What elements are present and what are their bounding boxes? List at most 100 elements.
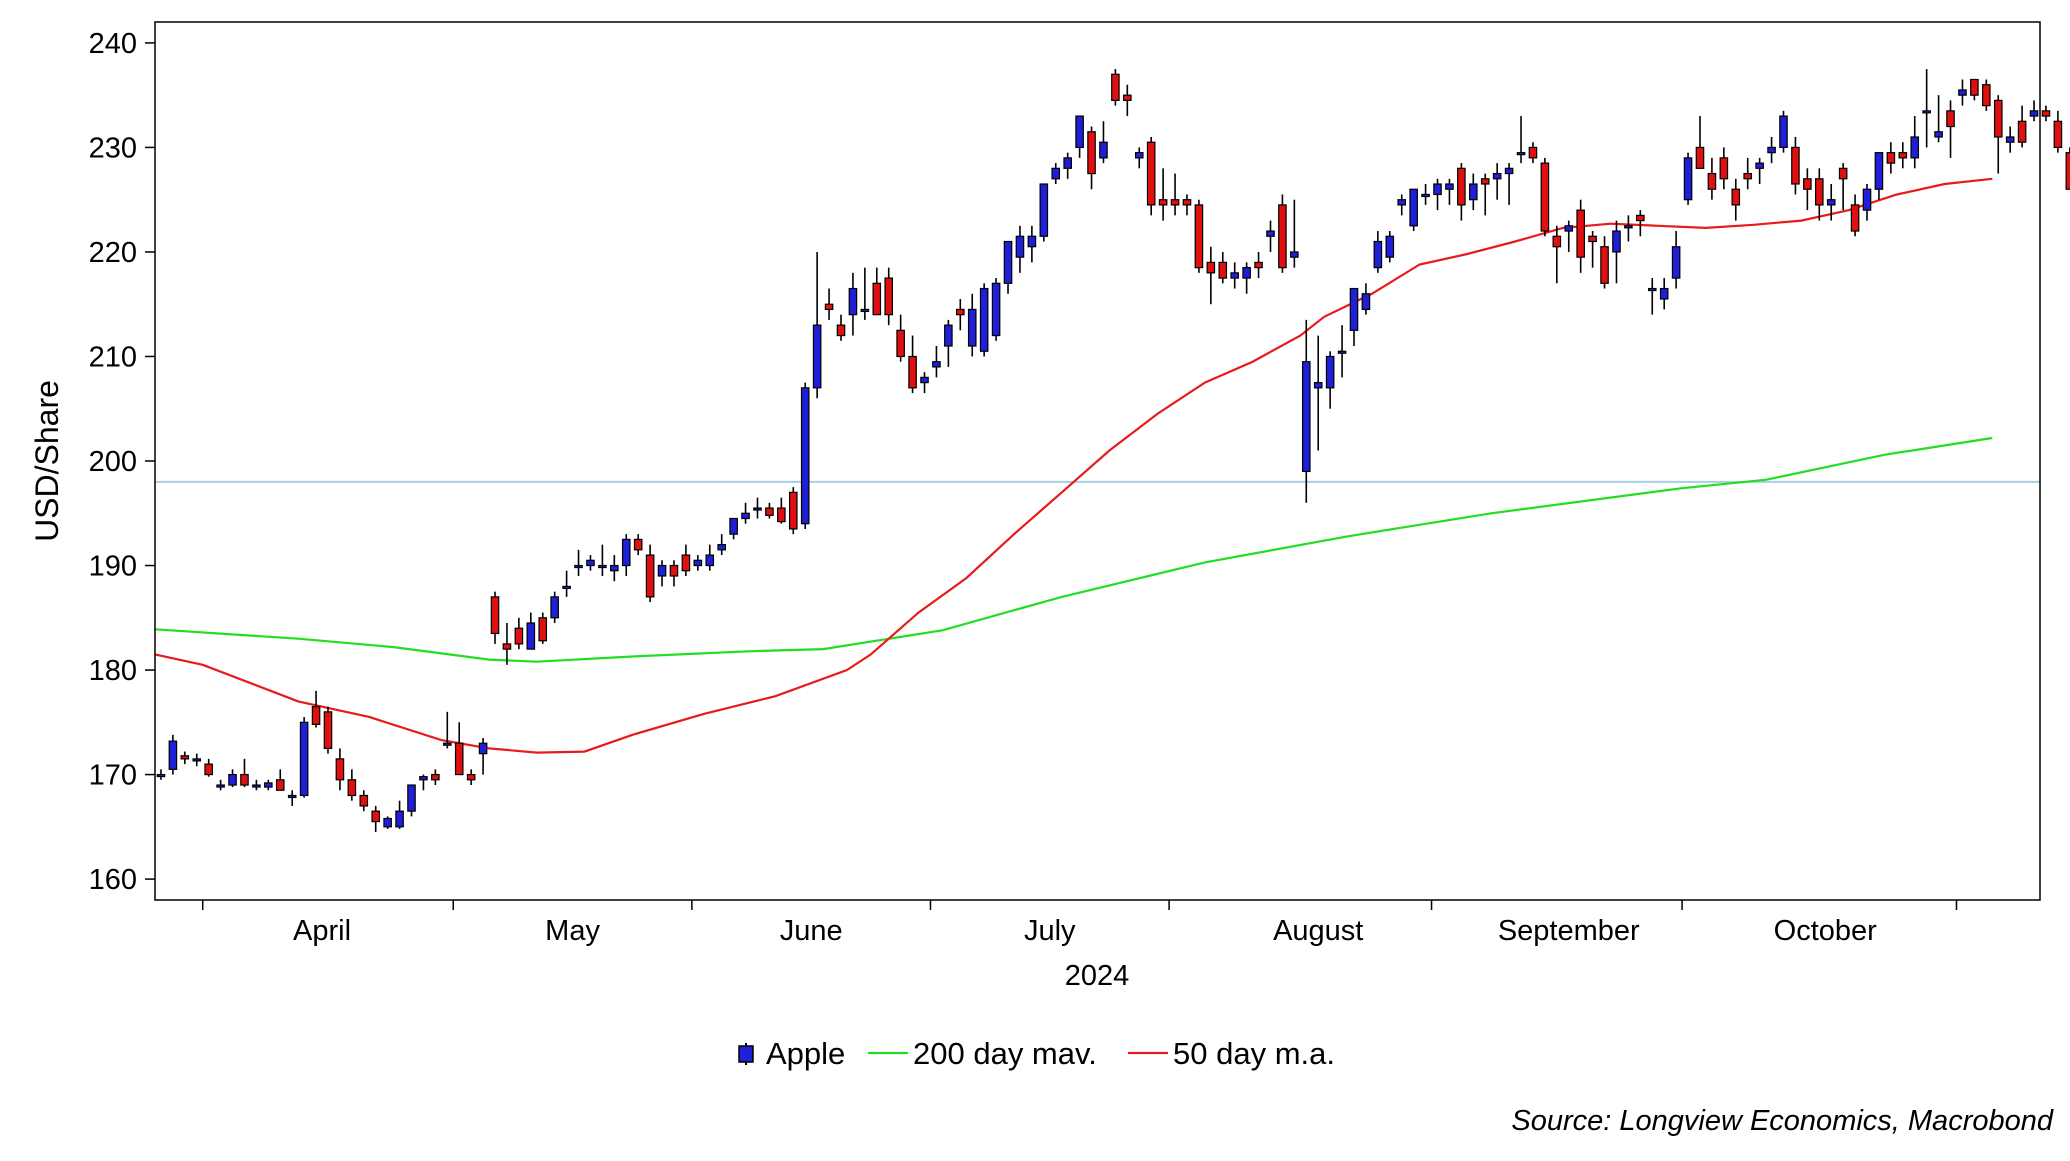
candle-body [1636,214,1645,222]
candle-body [1146,141,1156,206]
y-tick-label: 240 [89,28,137,60]
candle [1600,236,1609,289]
candle [1826,184,1836,221]
candle-body [1659,287,1669,300]
candle-body [1862,188,1872,211]
candle-body [1230,272,1239,279]
candle [2065,147,2070,190]
candle-body [860,308,870,313]
candle-body [1826,199,1836,206]
candle-body [1075,115,1084,149]
candle [1457,163,1466,221]
candle [502,623,512,665]
candle [765,502,774,519]
candle [729,517,738,540]
candle-body [1982,84,1991,107]
candle-body [753,507,762,511]
candle [1063,152,1072,179]
candle-body [1922,110,1931,114]
candle [1970,78,1979,101]
candle-body [1373,240,1383,269]
candle [156,769,166,780]
candle-body [1218,261,1228,279]
candle [395,800,404,829]
candle [824,288,834,320]
candle [383,816,392,829]
candle-body [1814,178,1824,206]
candle [693,555,703,571]
candle-body [1278,204,1287,269]
candle-body [168,740,178,770]
y-axis: 160 170 180 190 200 210 220 230 240 [89,28,155,896]
candle [956,298,965,331]
candle [1528,142,1538,164]
candle-body [1325,355,1335,389]
candle-body [2065,152,2070,190]
candle [598,544,607,576]
candle [884,267,894,326]
candle [753,497,762,519]
candle-body [1779,115,1788,149]
candle-body [2017,120,2027,143]
candle [1695,116,1705,169]
candle-body [538,617,548,642]
candle [1791,136,1800,195]
candle [1934,95,1943,143]
candle [1731,178,1741,221]
candle [1158,168,1168,221]
y-axis-title: USD/Share [29,380,65,542]
candle [1647,278,1657,315]
candle [1266,220,1275,252]
candle-body [240,773,249,786]
candle [848,272,858,336]
candle [1445,178,1454,205]
candle [359,790,369,812]
candle [1146,136,1156,216]
candle-body [1134,152,1144,159]
candle-body [944,324,953,347]
y-tick-label: 170 [89,760,137,792]
candle-body [1290,251,1299,258]
candle [1242,262,1251,294]
candle [1075,115,1084,158]
candle-body [1445,183,1454,190]
candle [550,591,559,624]
candle [2005,126,2015,153]
candle-body [419,776,428,781]
candle [812,251,822,399]
candle [1409,188,1418,232]
candle-body [1349,287,1359,331]
candle-body [1254,261,1263,269]
legend-candle-icon [738,1045,754,1063]
candle [1588,231,1597,268]
candle [1313,335,1323,451]
candle [1767,136,1776,164]
candle [252,779,261,791]
candle [1003,240,1013,294]
candle-body [1516,152,1526,156]
candle-body [1039,183,1049,237]
candle [944,319,953,367]
candle-body [323,711,333,750]
candle [1946,100,1955,158]
candle-body [216,784,225,788]
candle-body [705,554,715,567]
candle-body [1588,235,1597,243]
candle [1111,69,1120,106]
candle [1552,225,1562,284]
source-note: Source: Longview Economics, Macrobond [1511,1105,2053,1137]
candle [1540,157,1550,237]
candle [717,534,726,556]
candle-body [1301,361,1311,473]
candle [657,560,667,587]
candle-body [1910,136,1920,159]
candle [645,544,655,603]
candle [1301,319,1311,503]
candle [1922,69,1931,148]
candle-body [1027,235,1037,248]
candle [1397,194,1407,216]
candle [1898,142,1908,169]
candle-body [1946,110,1955,128]
candle-body [1993,99,2003,138]
y-tick-label: 180 [89,655,137,687]
